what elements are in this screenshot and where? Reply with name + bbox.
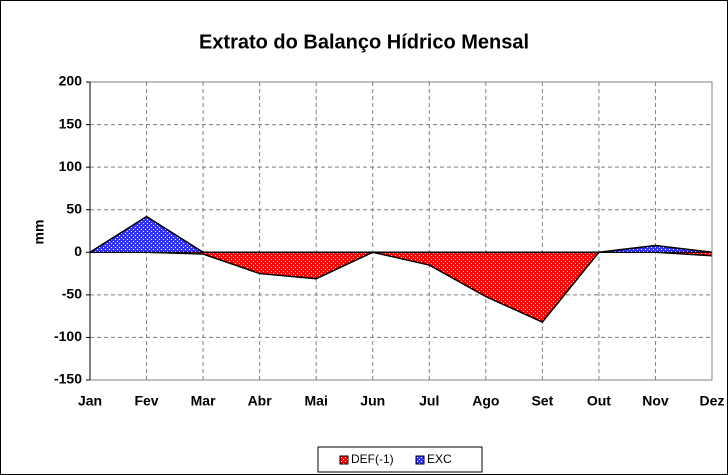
x-tick-label: Fev [134, 393, 158, 409]
x-tick-label: Mar [191, 393, 216, 409]
y-tick-label: -100 [54, 328, 82, 344]
x-tick-label: Abr [248, 393, 273, 409]
legend-label: DEF(-1) [351, 452, 394, 466]
x-tick-label: Nov [642, 393, 669, 409]
x-tick-label: Jul [419, 393, 439, 409]
x-tick-label: Jan [78, 393, 102, 409]
y-tick-label: 100 [59, 158, 83, 174]
y-tick-label: 150 [59, 115, 83, 131]
legend-swatch [415, 455, 425, 465]
x-tick-label: Jun [360, 393, 385, 409]
y-tick-label: 50 [66, 200, 82, 216]
y-tick-label: -50 [62, 286, 82, 302]
y-axis-label: mm [31, 220, 47, 245]
y-tick-label: -150 [54, 371, 82, 387]
x-tick-label: Set [531, 393, 553, 409]
chart-title: Extrato do Balanço Hídrico Mensal [199, 31, 529, 53]
x-tick-label: Dez [700, 393, 725, 409]
x-tick-label: Out [587, 393, 611, 409]
x-tick-label: Mai [305, 393, 328, 409]
legend-swatch [339, 455, 349, 465]
legend-label: EXC [427, 452, 452, 466]
y-tick-label: 0 [74, 243, 82, 259]
y-tick-label: 200 [59, 73, 83, 89]
x-tick-label: Ago [472, 393, 499, 409]
